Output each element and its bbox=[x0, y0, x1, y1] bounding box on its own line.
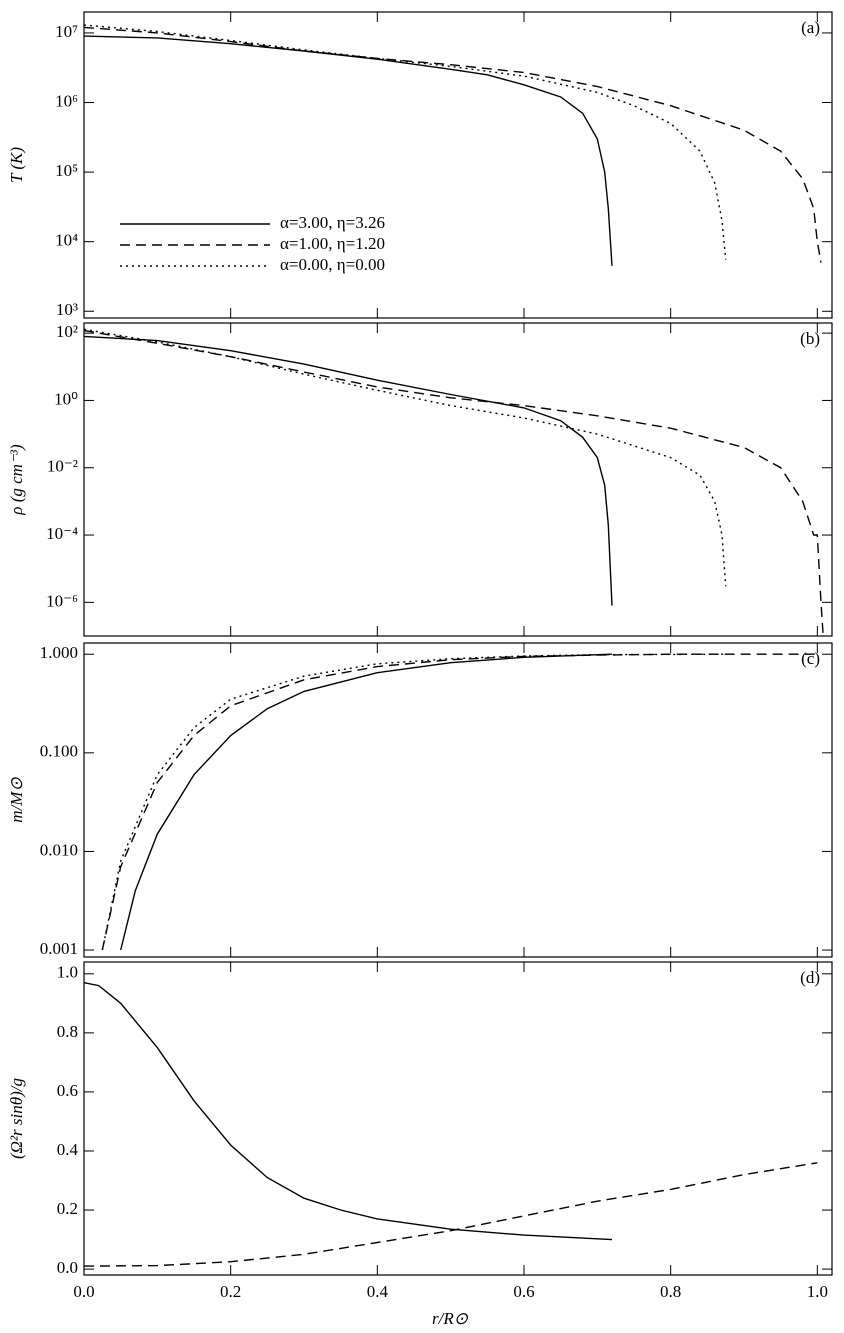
data-line bbox=[101, 653, 818, 951]
panel-label: (b) bbox=[800, 329, 820, 348]
data-line bbox=[83, 982, 613, 1241]
y-tick-label: 10⁵ bbox=[55, 161, 78, 180]
y-axis-label: T (K) bbox=[7, 147, 26, 183]
y-tick-label: 10³ bbox=[56, 300, 78, 319]
y-tick-label: 10⁰ bbox=[54, 389, 78, 408]
y-tick-label: 10⁻⁴ bbox=[46, 524, 78, 543]
y-tick-label: 0.2 bbox=[57, 1199, 78, 1218]
data-line bbox=[83, 24, 727, 260]
y-axis-label: (Ω²r sinθ)/g bbox=[7, 1078, 26, 1159]
y-tick-label: 1.000 bbox=[40, 643, 78, 662]
panel-label: (c) bbox=[801, 649, 820, 668]
legend-label: α=3.00, η=3.26 bbox=[280, 213, 385, 232]
x-tick-label: 0.0 bbox=[73, 1282, 94, 1301]
y-tick-label: 10² bbox=[56, 322, 78, 341]
panel-label: (a) bbox=[801, 18, 820, 37]
data-line bbox=[83, 26, 822, 263]
x-tick-label: 0.2 bbox=[220, 1282, 241, 1301]
y-tick-label: 10⁷ bbox=[55, 22, 78, 41]
data-line bbox=[101, 653, 726, 951]
y-axis-label: m/M⊙ bbox=[7, 777, 26, 823]
data-line bbox=[83, 328, 727, 587]
y-tick-label: 0.0 bbox=[57, 1258, 78, 1277]
y-tick-label: 0.8 bbox=[57, 1022, 78, 1041]
x-axis-label: r/R⊙ bbox=[432, 1309, 469, 1328]
legend-label: α=0.00, η=0.00 bbox=[280, 255, 385, 274]
plot-frame bbox=[83, 11, 833, 319]
x-tick-label: 1.0 bbox=[807, 1282, 828, 1301]
y-tick-label: 10⁴ bbox=[55, 231, 78, 250]
y-tick-label: 10⁻² bbox=[47, 457, 78, 476]
y-tick-label: 10⁻⁶ bbox=[46, 591, 78, 610]
x-tick-label: 0.4 bbox=[367, 1282, 389, 1301]
y-tick-label: 10⁶ bbox=[55, 91, 78, 110]
data-line bbox=[83, 1162, 818, 1267]
y-axis-label: ρ (g cm⁻³) bbox=[7, 444, 26, 516]
plot-frame bbox=[83, 322, 833, 637]
plot-frame bbox=[83, 961, 833, 1276]
y-tick-label: 0.6 bbox=[57, 1081, 78, 1100]
data-line bbox=[120, 653, 613, 951]
panel-label: (d) bbox=[800, 968, 820, 987]
x-tick-label: 0.8 bbox=[660, 1282, 681, 1301]
y-tick-label: 1.0 bbox=[57, 963, 78, 982]
y-tick-label: 0.010 bbox=[40, 840, 78, 859]
y-tick-label: 0.100 bbox=[40, 742, 78, 761]
data-line bbox=[83, 335, 613, 606]
data-line bbox=[83, 35, 613, 266]
legend-label: α=1.00, η=1.20 bbox=[280, 234, 385, 253]
y-tick-label: 0.4 bbox=[57, 1140, 79, 1159]
x-tick-label: 0.6 bbox=[513, 1282, 534, 1301]
data-line bbox=[83, 329, 824, 637]
plot-frame bbox=[83, 642, 833, 958]
y-tick-label: 0.001 bbox=[40, 939, 78, 958]
